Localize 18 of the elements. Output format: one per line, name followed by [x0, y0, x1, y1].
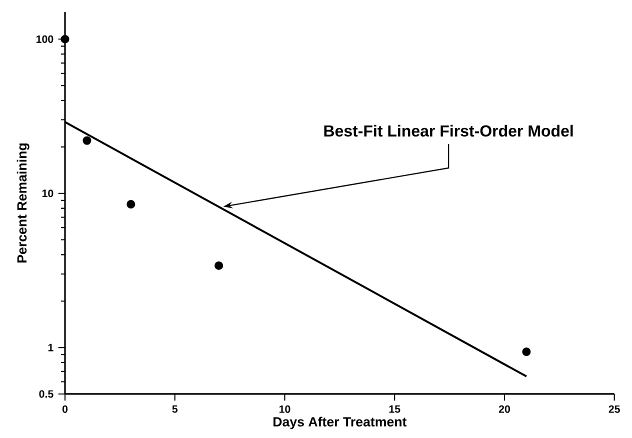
- y-tick-label: 10: [42, 190, 54, 198]
- y-axis-title: Percent Remaining: [16, 144, 30, 262]
- x-tick-label: 25: [608, 405, 620, 413]
- x-tick-label: 0: [62, 405, 68, 413]
- point: [82, 136, 92, 145]
- x-tick-label: 15: [389, 405, 400, 413]
- y-tick-label: 1: [48, 344, 54, 352]
- x-tick-label: 10: [279, 405, 290, 413]
- point: [60, 34, 70, 44]
- x-axis-title: Days After Treatment: [274, 416, 407, 430]
- annotation: Best-Fit Linear First-Order Model: [324, 124, 573, 137]
- point: [126, 200, 136, 209]
- y-tick-label: 100: [36, 35, 54, 43]
- x-tick-label: 20: [498, 405, 510, 413]
- point: [214, 261, 224, 270]
- point: [522, 347, 531, 356]
- x-tick-label: 5: [172, 405, 178, 413]
- y-tick-label: 0.5: [39, 390, 54, 398]
